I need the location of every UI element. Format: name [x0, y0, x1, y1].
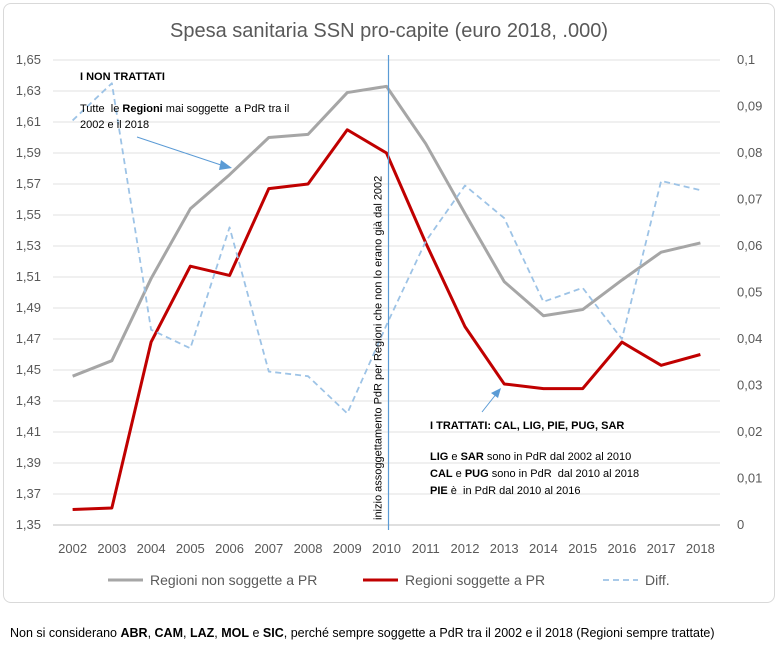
left-axis-tick-label: 1,55: [16, 207, 41, 222]
annotation-arrow: [136, 136, 225, 167]
x-axis-tick-label: 2011: [412, 541, 440, 556]
annotation-trattati-line1: LIG e SAR sono in PdR dal 2002 al 2010: [430, 451, 631, 463]
x-axis-tick-label: 2003: [97, 541, 126, 556]
legend-label-3: Diff.: [645, 572, 670, 588]
legend: Regioni non soggette a PR Regioni soggett…: [108, 572, 670, 588]
left-axis-tick-label: 1,51: [16, 269, 41, 284]
right-axis-tick-label: 0: [737, 517, 744, 532]
annotation-non-trattati: I NON TRATTATI Tutte le Regioni mai sogg…: [80, 71, 289, 170]
footnote-sep: ,: [183, 626, 190, 640]
left-axis-tick-label: 1,49: [16, 300, 41, 315]
footnote-sep: ,: [214, 626, 222, 640]
x-axis-tick-label: 2014: [529, 541, 558, 556]
left-axis-tick-label: 1,35: [16, 517, 41, 532]
line-chart: Spesa sanitaria SSN pro-capite (euro 201…: [16, 20, 763, 588]
legend-label-2: Regioni soggette a PR: [405, 572, 545, 588]
x-axis-tick-label: 2005: [176, 541, 205, 556]
left-axis-tick-label: 1,47: [16, 331, 41, 346]
left-axis-tick-label: 1,41: [16, 424, 41, 439]
footnote-region-abr: ABR: [120, 626, 148, 640]
annotation-text-bold: CAL: [430, 468, 453, 480]
left-axis-tick-label: 1,37: [16, 486, 41, 501]
left-axis-tick-label: 1,57: [16, 176, 41, 191]
x-axis-tick-label: 2002: [58, 541, 87, 556]
annotation-text: Tutte le: [80, 103, 122, 115]
right-axis-tick-label: 0,08: [737, 145, 762, 160]
annotation-arrow: [481, 392, 498, 413]
annotation-non-trattati-heading: I NON TRATTATI: [80, 71, 165, 83]
right-axis-tick-label: 0,01: [737, 471, 762, 486]
annotation-text: e: [448, 451, 460, 463]
left-axis-tick-label: 1,59: [16, 145, 41, 160]
footnote-region-laz: LAZ: [189, 626, 215, 640]
x-axis-tick-label: 2013: [490, 541, 519, 556]
x-axis-tick-label: 2010: [372, 541, 401, 556]
x-axis-tick-label: 2016: [607, 541, 636, 556]
annotation-arrowhead: [219, 160, 232, 170]
x-axis-tick-label: 2007: [254, 541, 283, 556]
annotation-text: sono in PdR dal 2010 al 2018: [489, 468, 639, 480]
x-axis-tick-label: 2006: [215, 541, 244, 556]
right-axis-tick-label: 0,09: [737, 99, 762, 114]
annotation-text: è in PdR dal 2010 al 2016: [448, 485, 581, 497]
annotation-text: e: [453, 468, 465, 480]
footnote-region-cam: CAM: [154, 626, 183, 640]
right-axis-tick-label: 0,05: [737, 285, 762, 300]
right-axis-tick-label: 0,04: [737, 331, 762, 346]
legend-label-1: Regioni non soggette a PR: [150, 572, 317, 588]
left-axis-ticks: 1,65 1,63 1,61 1,59 1,57 1,55 1,53 1,51 1,49 1,47…: [16, 52, 41, 532]
gridlines: [53, 59, 720, 526]
x-axis-tick-label: 2004: [137, 541, 166, 556]
annotation-non-trattati-line2: 2002 e il 2018: [80, 119, 149, 131]
right-axis-tick-label: 0,07: [737, 192, 762, 207]
left-axis-tick-label: 1,43: [16, 393, 41, 408]
right-axis-tick-label: 0,1: [737, 52, 755, 67]
footnote-region-mol: MOL: [221, 626, 249, 640]
left-axis-tick-label: 1,53: [16, 238, 41, 253]
footnote-region-sic: SIC: [262, 626, 284, 640]
annotation-text-bold: Regioni: [122, 103, 162, 115]
annotation-text-bold: PIE: [430, 485, 448, 497]
right-axis-ticks: 0,1 0,09 0,08 0,07 0,06 0,05 0,04 0,03 0,02 0,01 0: [737, 52, 762, 532]
series-lines: [71, 82, 701, 511]
right-axis-tick-label: 0,06: [737, 238, 762, 253]
left-axis-tick-label: 1,65: [16, 52, 41, 67]
x-axis-ticks: 2002 2003 2004 2005 2006 2007 2008 2009 2010 2011…: [58, 541, 715, 556]
right-axis-tick-label: 0,02: [737, 424, 762, 439]
annotation-arrowhead: [491, 388, 501, 398]
footnote-text: , perché sempre soggette a PdR tra il 20…: [283, 626, 715, 640]
annotation-trattati-line2: CAL e PUG sono in PdR dal 2010 al 2018: [430, 468, 639, 480]
x-axis-tick-label: 2008: [294, 541, 323, 556]
annotation-text-bold: PUG: [465, 468, 489, 480]
left-axis-tick-label: 1,61: [16, 114, 41, 129]
x-axis-tick-label: 2012: [451, 541, 480, 556]
series-line-3: [71, 82, 701, 415]
x-axis-tick-label: 2018: [686, 541, 715, 556]
left-axis-tick-label: 1,39: [16, 455, 41, 470]
chart-title: Spesa sanitaria SSN pro-capite (euro 201…: [170, 20, 608, 42]
x-axis-tick-label: 2009: [333, 541, 362, 556]
annotation-text: mai soggette a PdR tra il: [163, 103, 290, 115]
footnote-sep: e: [249, 626, 263, 640]
left-axis-tick-label: 1,63: [16, 83, 41, 98]
annotation-trattati-line3: PIE è in PdR dal 2010 al 2016: [430, 485, 580, 497]
annotation-text-bold: SAR: [461, 451, 484, 463]
series-line-1: [72, 84, 701, 378]
x-axis-tick-label: 2017: [647, 541, 676, 556]
footnote-sep: ,: [147, 626, 155, 640]
annotation-non-trattati-line1: Tutte le Regioni mai soggette a PdR tra …: [80, 103, 289, 115]
footnote-text: Non si considerano: [10, 626, 121, 640]
series-line-2: [72, 128, 701, 511]
annotation-text-bold: LIG: [430, 451, 448, 463]
right-axis-tick-label: 0,03: [737, 378, 762, 393]
chart-frame: [3, 3, 775, 603]
left-axis-tick-label: 1,45: [16, 362, 41, 377]
annotation-trattati-heading: I TRATTATI: CAL, LIG, PIE, PUG, SAR: [430, 420, 624, 432]
footnote: Non si considerano ABR, CAM, LAZ, MOL e …: [10, 626, 715, 640]
vertical-marker-label: inizio assoggettamento PdR per Regioni c…: [373, 176, 385, 520]
x-axis-tick-label: 2015: [568, 541, 597, 556]
annotation-trattati: I TRATTATI: CAL, LIG, PIE, PUG, SAR LIG …: [430, 388, 639, 497]
annotation-text: sono in PdR dal 2002 al 2010: [484, 451, 631, 463]
